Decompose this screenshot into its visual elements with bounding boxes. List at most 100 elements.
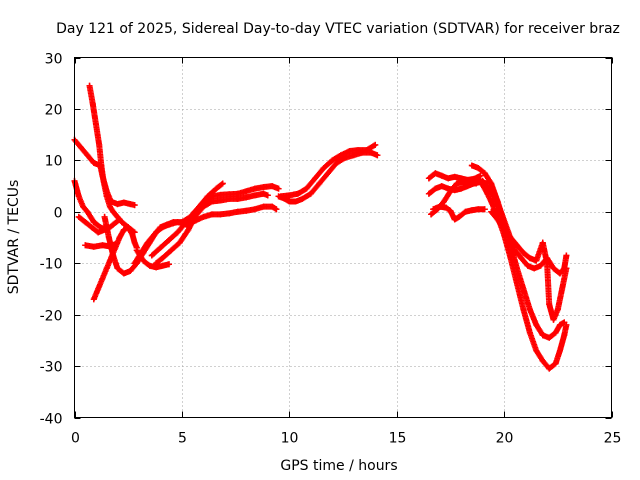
data-point bbox=[432, 185, 439, 192]
data-point bbox=[243, 207, 250, 214]
data-point bbox=[98, 162, 105, 169]
data-point bbox=[498, 211, 505, 218]
data-point bbox=[445, 185, 452, 192]
data-point bbox=[159, 262, 166, 269]
data-point bbox=[546, 365, 553, 372]
data-point bbox=[550, 265, 557, 272]
data-point bbox=[486, 185, 493, 192]
data-point bbox=[234, 190, 241, 197]
data-point bbox=[436, 203, 443, 210]
data-point bbox=[110, 208, 117, 215]
data-point bbox=[157, 224, 164, 231]
data-point bbox=[153, 260, 160, 267]
data-point bbox=[110, 221, 117, 228]
data-point bbox=[488, 208, 495, 215]
data-point bbox=[234, 208, 241, 215]
data-point bbox=[294, 190, 301, 197]
data-point bbox=[251, 185, 258, 192]
data-point bbox=[554, 306, 561, 313]
data-point bbox=[88, 224, 95, 231]
data-point bbox=[307, 190, 314, 197]
y-tick-label: 20 bbox=[45, 103, 63, 119]
data-point bbox=[458, 185, 465, 192]
data-point bbox=[120, 270, 127, 277]
data-point bbox=[129, 231, 136, 238]
data-point bbox=[475, 175, 482, 182]
data-point bbox=[556, 270, 563, 277]
data-point bbox=[217, 191, 224, 198]
data-markers bbox=[71, 82, 570, 372]
data-point bbox=[191, 208, 198, 215]
data-point bbox=[430, 206, 437, 213]
data-point bbox=[95, 229, 102, 236]
data-point bbox=[226, 191, 233, 198]
data-point bbox=[428, 211, 435, 218]
data-point bbox=[481, 206, 488, 213]
data-point bbox=[77, 144, 84, 151]
series-arc-6 bbox=[90, 224, 140, 303]
data-point bbox=[337, 152, 344, 159]
data-point bbox=[90, 243, 97, 250]
data-point bbox=[447, 207, 454, 214]
data-point bbox=[269, 183, 276, 190]
plot-frame bbox=[74, 57, 612, 418]
data-point bbox=[507, 255, 514, 262]
data-point bbox=[533, 321, 540, 328]
data-point bbox=[479, 177, 486, 184]
data-point bbox=[539, 239, 546, 246]
data-point bbox=[324, 170, 331, 177]
data-point bbox=[520, 306, 527, 313]
data-point bbox=[125, 224, 132, 231]
data-point bbox=[99, 275, 106, 282]
data-point bbox=[563, 321, 570, 328]
data-point bbox=[468, 162, 475, 169]
data-point bbox=[131, 202, 138, 209]
data-point bbox=[464, 183, 471, 190]
series-arc-20 bbox=[479, 177, 570, 277]
data-point bbox=[157, 244, 164, 251]
data-point bbox=[443, 204, 450, 211]
data-point bbox=[86, 82, 93, 89]
data-point bbox=[533, 347, 540, 354]
data-point bbox=[138, 249, 145, 256]
data-point bbox=[531, 265, 538, 272]
data-point bbox=[116, 234, 123, 241]
data-point bbox=[488, 180, 495, 187]
data-point bbox=[131, 260, 138, 267]
data-point bbox=[425, 190, 432, 197]
data-point bbox=[146, 262, 153, 269]
data-point bbox=[438, 183, 445, 190]
data-point bbox=[90, 219, 97, 226]
data-point bbox=[453, 180, 460, 187]
data-point bbox=[544, 260, 551, 267]
data-point bbox=[243, 188, 250, 195]
chart-title: Day 121 of 2025, Sidereal Day-to-day VTE… bbox=[56, 21, 620, 37]
data-point bbox=[90, 159, 97, 166]
data-point bbox=[260, 203, 267, 210]
data-point bbox=[133, 247, 140, 254]
data-point bbox=[550, 316, 557, 323]
x-tick-label: 5 bbox=[178, 431, 187, 447]
data-point bbox=[520, 249, 527, 256]
data-point bbox=[148, 252, 155, 259]
data-point bbox=[176, 239, 183, 246]
data-point bbox=[264, 192, 271, 199]
data-point bbox=[234, 195, 241, 202]
data-point bbox=[462, 208, 469, 215]
data-point bbox=[455, 213, 462, 220]
data-point bbox=[213, 185, 220, 192]
data-point bbox=[200, 213, 207, 220]
data-point bbox=[494, 216, 501, 223]
data-point bbox=[526, 329, 533, 336]
y-tick-label: 10 bbox=[45, 154, 63, 170]
data-point bbox=[468, 207, 475, 214]
data-point bbox=[526, 306, 533, 313]
series-arc-16 bbox=[425, 178, 490, 197]
data-point bbox=[243, 194, 250, 201]
data-point bbox=[524, 262, 531, 269]
x-axis-label: GPS time / hours bbox=[280, 458, 397, 474]
data-point bbox=[363, 147, 370, 154]
data-point bbox=[556, 347, 563, 354]
